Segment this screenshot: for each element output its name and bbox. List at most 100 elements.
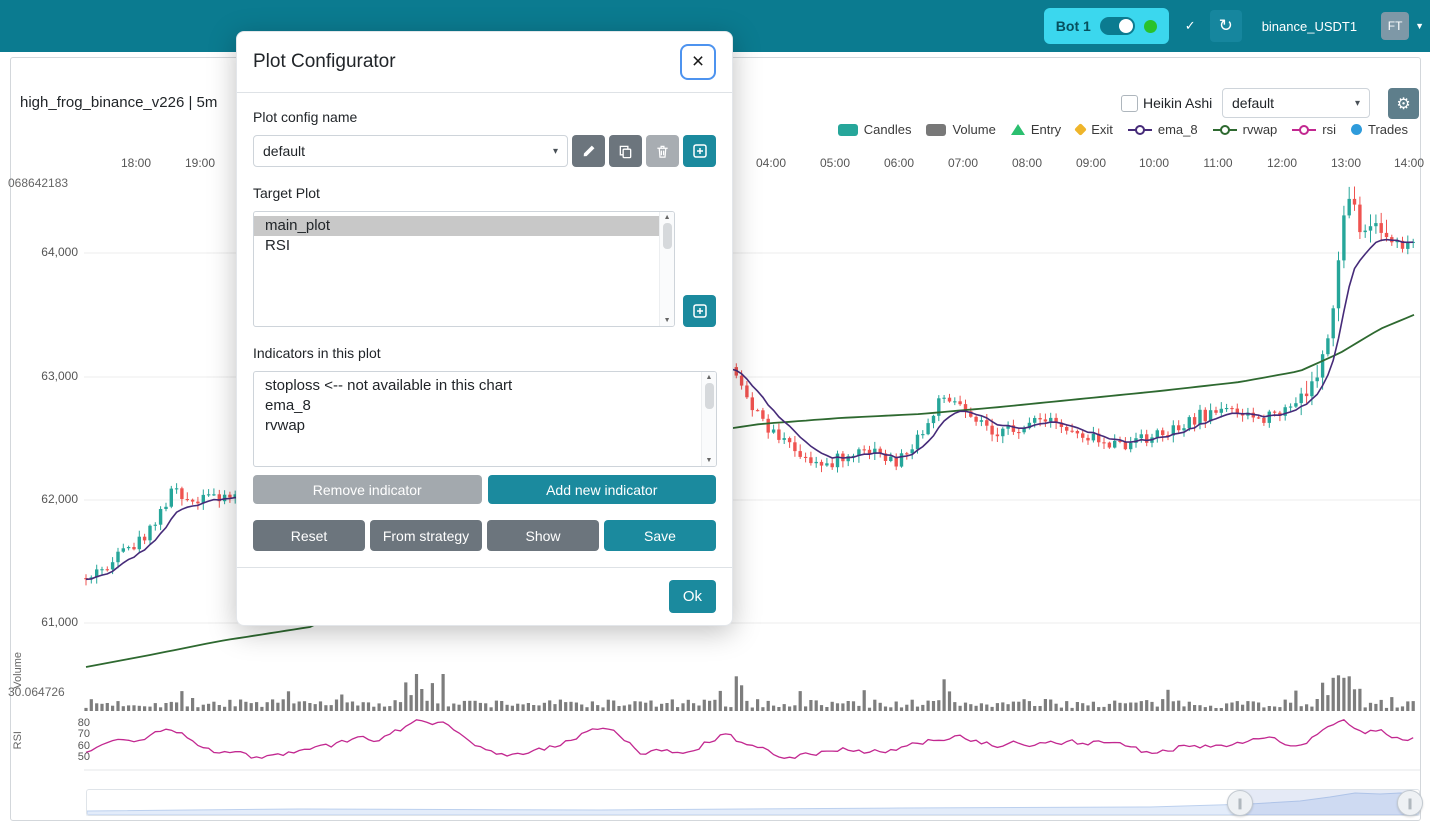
- ring: [1219, 124, 1230, 135]
- grip-icon: ∥: [1407, 797, 1413, 810]
- rsi-tick: 70: [77, 728, 90, 740]
- indicators-scrollbar[interactable]: ▲ ▼: [701, 372, 716, 466]
- add-plot-button[interactable]: [683, 295, 716, 327]
- scroll-down-icon[interactable]: ▼: [663, 317, 671, 324]
- legend-label: Trades: [1368, 122, 1408, 137]
- bot-toggle[interactable]: [1099, 17, 1135, 35]
- navigator-right-handle[interactable]: ∥: [1397, 790, 1423, 816]
- modal-title: Plot Configurator: [253, 51, 396, 72]
- rsi-marker-icon: [1292, 124, 1317, 136]
- show-button[interactable]: Show: [487, 520, 599, 551]
- time-tick: 07:00: [947, 156, 979, 170]
- plot-configurator-modal: Plot Configurator × Plot config name def…: [236, 31, 733, 626]
- from-strategy-button[interactable]: From strategy: [370, 520, 482, 551]
- add-config-button[interactable]: [683, 135, 716, 167]
- target-plot-items: main_plot RSI: [254, 212, 660, 326]
- target-plot-row: main_plot RSI ▲ ▼: [253, 211, 716, 327]
- save-button[interactable]: Save: [604, 520, 716, 551]
- caret-down-icon[interactable]: ▼: [1415, 21, 1424, 31]
- bot-selector[interactable]: Bot 1: [1043, 8, 1169, 44]
- remove-indicator-button[interactable]: Remove indicator: [253, 475, 482, 504]
- indicator-buttons-row: Remove indicator Add new indicator: [253, 475, 716, 504]
- indicators-list[interactable]: stoploss <-- not available in this chart…: [253, 371, 717, 467]
- modal-header: Plot Configurator ×: [237, 32, 732, 93]
- entry-marker-icon: [1010, 124, 1025, 135]
- candles-swatch-icon: [837, 123, 858, 136]
- scroll-down-icon[interactable]: ▼: [705, 457, 713, 464]
- reset-button[interactable]: Reset: [253, 520, 365, 551]
- target-plot-scrollbar[interactable]: ▲ ▼: [659, 212, 675, 326]
- time-tick: 18:00: [120, 156, 152, 170]
- exit-marker-icon: [1074, 123, 1088, 136]
- indicator-option[interactable]: rvwap: [265, 417, 306, 434]
- config-name-select[interactable]: default ▾: [253, 135, 568, 167]
- chevron-down-icon: ▾: [1354, 97, 1360, 109]
- modal-body: Plot config name default ▾: [237, 93, 732, 567]
- legend-item-candles[interactable]: Candles: [837, 122, 912, 137]
- indicator-option[interactable]: ema_8: [265, 397, 311, 414]
- ema-8-marker-icon: [1127, 124, 1152, 136]
- plot-config-value: default: [1232, 95, 1275, 111]
- config-actions-row: Reset From strategy Show Save: [253, 520, 716, 551]
- indicators-label: Indicators in this plot: [253, 345, 381, 361]
- trades-marker-icon: [1351, 124, 1363, 135]
- y-axis-partial-label: 068642183: [8, 176, 69, 190]
- rsi-pane-label: RSI: [12, 731, 24, 750]
- target-plot-option[interactable]: main_plot: [254, 216, 660, 236]
- legend-item-entry[interactable]: Entry: [1010, 122, 1062, 137]
- navigator-left-handle[interactable]: ∥: [1227, 790, 1253, 816]
- plot-settings-button[interactable]: ⚙: [1388, 88, 1419, 119]
- toggle-knob: [1118, 19, 1133, 33]
- add-indicator-button[interactable]: Add new indicator: [487, 475, 716, 504]
- legend-item-rvwap[interactable]: rvwap: [1212, 122, 1277, 137]
- account-label: binance_USDT1: [1261, 18, 1358, 34]
- indicator-option[interactable]: stoploss <-- not available in this chart: [265, 377, 513, 394]
- legend-item-volume[interactable]: Volume: [926, 122, 996, 137]
- time-tick: 11:00: [1203, 156, 1233, 170]
- refresh-button[interactable]: ↻: [1209, 10, 1242, 42]
- scroll-thumb[interactable]: [662, 223, 672, 249]
- target-plot-list[interactable]: main_plot RSI ▲ ▼: [253, 211, 676, 327]
- legend-label: Exit: [1091, 122, 1113, 137]
- heikin-ashi-checkbox[interactable]: [1121, 95, 1138, 112]
- legend-label: rsi: [1322, 122, 1337, 137]
- legend-item-ema-8[interactable]: ema_8: [1127, 122, 1198, 137]
- price-tick: 64,000: [41, 245, 78, 259]
- chart-navigator[interactable]: [86, 789, 1420, 816]
- scroll-up-icon[interactable]: ▲: [663, 214, 671, 221]
- scroll-track: [662, 221, 672, 317]
- rsi-tick: 50: [77, 751, 90, 763]
- scroll-thumb[interactable]: [704, 383, 714, 409]
- duplicate-config-button[interactable]: [609, 135, 642, 167]
- scroll-up-icon[interactable]: ▲: [705, 374, 713, 381]
- legend-item-rsi[interactable]: rsi: [1292, 122, 1336, 137]
- time-tick: 13:00: [1330, 156, 1362, 170]
- legend-label: Volume: [952, 122, 996, 137]
- time-tick: 19:00: [184, 156, 216, 170]
- volume-axis-label: 30.064726: [8, 685, 65, 699]
- ok-button[interactable]: Ok: [668, 580, 716, 613]
- avatar[interactable]: FT: [1381, 12, 1410, 40]
- rsi-tick: 60: [77, 740, 90, 752]
- pencil-icon: [583, 145, 594, 157]
- close-button[interactable]: ×: [680, 44, 716, 80]
- modal-footer: Ok: [237, 567, 732, 625]
- legend-label: Entry: [1030, 122, 1062, 137]
- legend-item-exit[interactable]: Exit: [1074, 122, 1113, 137]
- check-icon: ✓: [1184, 18, 1196, 33]
- chart-title: high_frog_binance_v226 | 5m: [20, 94, 218, 111]
- delete-config-button[interactable]: [646, 135, 679, 167]
- copy-icon: [619, 145, 632, 158]
- bot-online-indicator: [1143, 19, 1157, 33]
- price-tick: 61,000: [41, 615, 78, 629]
- edit-config-button[interactable]: [572, 135, 605, 167]
- ring: [1299, 124, 1310, 135]
- time-tick: 05:00: [819, 156, 851, 170]
- target-plot-option[interactable]: RSI: [265, 237, 291, 254]
- time-tick: 14:00: [1393, 156, 1425, 170]
- legend-label: ema_8: [1157, 122, 1198, 137]
- plot-config-select[interactable]: default ▾: [1222, 88, 1370, 118]
- legend-item-trades[interactable]: Trades: [1351, 122, 1408, 137]
- ring: [1134, 124, 1145, 135]
- legend-label: Candles: [863, 122, 912, 137]
